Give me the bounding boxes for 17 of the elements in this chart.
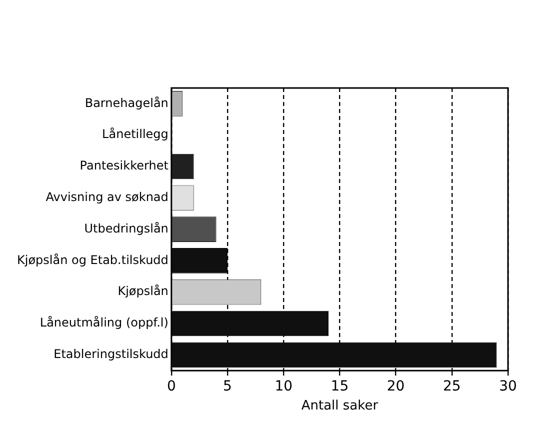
x-tick-label: 30 — [499, 378, 517, 395]
y-tick-label: Barnehagelån — [84, 96, 168, 110]
y-tick-label: Lånetillegg — [102, 127, 168, 142]
y-tick-label: Kjøpslån — [118, 284, 168, 298]
x-tick-label: 0 — [166, 378, 176, 395]
y-tick-label: Kjøpslån og Etab.tilskudd — [16, 252, 168, 267]
y-tick-label: Låneutmåling (oppf.l) — [40, 316, 168, 330]
y-tick-label: Etableringstilskudd — [54, 347, 168, 362]
y-tick-label: Pantesikkerhet — [80, 158, 169, 173]
x-tick-label: 20 — [386, 378, 405, 395]
y-tick-label: Avvisning av søknad — [46, 190, 168, 204]
x-axis-title: Antall saker — [301, 398, 379, 414]
x-tick-label: 15 — [330, 378, 349, 395]
x-tick-label: 5 — [223, 378, 232, 395]
x-tick-label: 10 — [274, 378, 293, 395]
y-tick-label: Utbedringslån — [84, 221, 168, 236]
x-tick-label: 25 — [442, 378, 461, 395]
